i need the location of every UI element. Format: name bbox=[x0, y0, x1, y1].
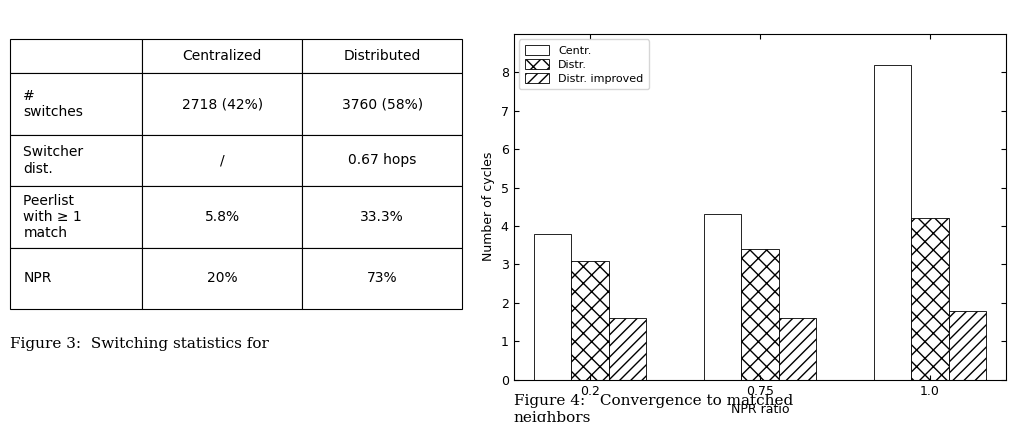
Bar bbox=[874, 65, 911, 380]
Text: neighbors: neighbors bbox=[514, 411, 591, 422]
Bar bbox=[703, 214, 741, 380]
Bar bbox=[911, 218, 949, 380]
Bar bbox=[741, 249, 778, 380]
Bar bbox=[571, 261, 609, 380]
Bar bbox=[534, 234, 571, 380]
Text: Figure 3:  Switching statistics for: Figure 3: Switching statistics for bbox=[10, 337, 269, 351]
Legend: Centr., Distr., Distr. improved: Centr., Distr., Distr. improved bbox=[519, 39, 649, 89]
Bar bbox=[609, 318, 646, 380]
Text: Figure 4:   Convergence to matched: Figure 4: Convergence to matched bbox=[514, 394, 793, 408]
Bar bbox=[778, 318, 816, 380]
Bar bbox=[949, 311, 986, 380]
Y-axis label: Number of cycles: Number of cycles bbox=[482, 152, 495, 262]
X-axis label: NPR ratio: NPR ratio bbox=[731, 403, 789, 416]
